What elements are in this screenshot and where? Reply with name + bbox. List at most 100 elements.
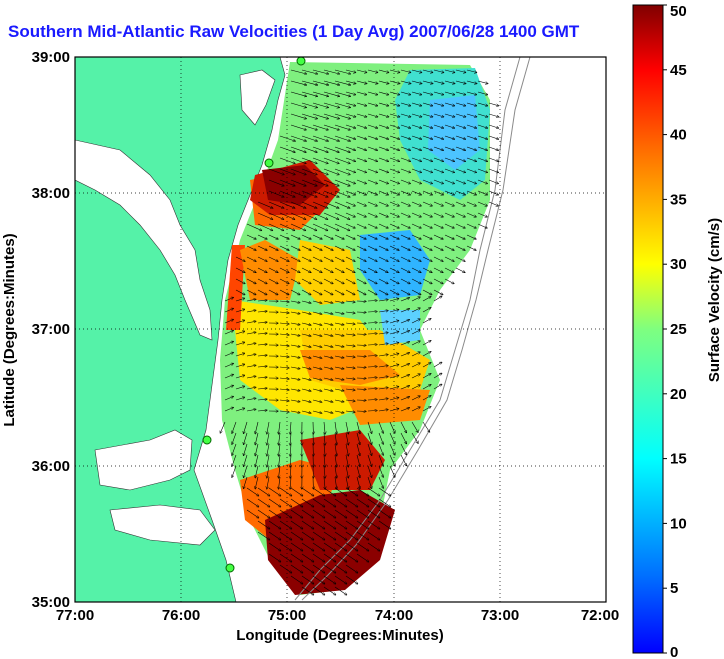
velocity-arrow (400, 190, 410, 195)
velocity-arrow (279, 531, 292, 540)
velocity-arrow (312, 267, 322, 273)
velocity-arrow (257, 300, 267, 301)
velocity-arrow (356, 124, 367, 128)
velocity-arrow (279, 378, 289, 379)
colorbar-tick-label: 30 (670, 256, 687, 273)
velocity-arrow (312, 135, 328, 141)
velocity-arrow (244, 454, 248, 467)
velocity-arrow (301, 498, 314, 507)
velocity-arrow (389, 190, 399, 195)
velocity-arrow (224, 298, 233, 302)
velocity-arrow (345, 179, 355, 184)
velocity-arrow (367, 411, 377, 412)
velocity-arrow (400, 135, 411, 139)
velocity-arrow (334, 102, 350, 108)
velocity-arrow (279, 245, 289, 250)
velocity-arrow (268, 223, 284, 231)
velocity-arrow (257, 509, 270, 518)
velocity-arrow (433, 296, 442, 302)
velocity-arrow (268, 278, 278, 284)
velocity-arrow (279, 509, 292, 518)
velocity-arrow (411, 396, 420, 401)
velocity-arrow (345, 564, 358, 573)
velocity-arrow (334, 212, 350, 219)
velocity-arrow (433, 234, 443, 239)
velocity-arrow (433, 157, 443, 161)
velocity-arrow (232, 421, 237, 433)
velocity-arrow (433, 102, 444, 106)
velocity-arrow (389, 201, 399, 206)
velocity-arrow (334, 465, 337, 478)
velocity-arrow (466, 179, 476, 184)
velocity-arrow (378, 366, 388, 368)
velocity-arrow (290, 212, 306, 219)
velocity-arrow (345, 509, 358, 518)
velocity-arrow (422, 91, 433, 95)
velocity-arrow (290, 245, 300, 250)
colorbar-tick-label: 25 (670, 321, 687, 338)
velocity-arrow (477, 91, 488, 95)
velocity-arrow (378, 487, 391, 496)
velocity-arrow (279, 432, 281, 445)
velocity-arrow (312, 388, 322, 391)
velocity-arrow (301, 553, 314, 562)
velocity-arrow (268, 487, 281, 496)
velocity-arrow (279, 389, 289, 390)
velocity-arrow (389, 267, 399, 273)
velocity-arrow (433, 135, 444, 139)
velocity-arrow (312, 179, 328, 186)
velocity-arrow (345, 345, 355, 346)
velocity-arrow (323, 190, 339, 197)
velocity-arrow (356, 476, 360, 489)
velocity-arrow (367, 146, 377, 150)
velocity-arrow (323, 410, 333, 413)
velocity-arrow (301, 542, 314, 551)
velocity-arrow (367, 301, 377, 302)
velocity-arrow (422, 363, 431, 368)
velocity-arrow (422, 179, 432, 184)
velocity-arrow (257, 223, 273, 231)
velocity-arrow (411, 256, 421, 261)
x-axis-ticks: 77:00 76:00 75:00 74:00 73:00 72:00 (56, 607, 619, 624)
velocity-arrow (301, 531, 314, 540)
velocity-arrow (356, 113, 367, 117)
velocity-arrow (235, 289, 245, 295)
velocity-arrow (323, 487, 336, 496)
colorbar-tick-label: 15 (670, 451, 687, 468)
velocity-arrow (290, 124, 306, 130)
colorbar-tick-label: 20 (670, 386, 687, 403)
velocity-arrow (323, 322, 333, 325)
velocity-arrow (246, 289, 256, 295)
velocity-arrow (367, 256, 377, 261)
velocity-arrow (312, 102, 328, 108)
velocity-arrow (488, 190, 498, 195)
velocity-arrow (367, 91, 378, 95)
velocity-arrow (323, 586, 336, 595)
velocity-arrow (224, 408, 233, 412)
velocity-arrow (444, 91, 455, 95)
velocity-arrow (279, 212, 295, 219)
velocity-arrow (389, 146, 399, 150)
velocity-arrow (444, 278, 454, 284)
velocity-arrow (235, 256, 245, 261)
velocity-arrow (455, 113, 466, 117)
velocity-arrow (345, 487, 358, 496)
velocity-arrow (400, 212, 410, 217)
velocity-arrow (279, 542, 292, 551)
velocity-arrow (290, 553, 303, 562)
velocity-arrow (422, 223, 432, 228)
plot-frame (74, 56, 607, 603)
station-marker (202, 435, 212, 445)
velocity-arrow (356, 454, 360, 467)
velocity-arrow (279, 476, 281, 489)
velocity-arrow (400, 168, 410, 173)
velocity-arrow (290, 157, 306, 164)
velocity-arrow (477, 168, 487, 173)
velocity-arrow (367, 432, 372, 444)
velocity-arrow (345, 520, 358, 529)
velocity-arrow (235, 408, 245, 412)
velocity-arrow (257, 399, 267, 400)
velocity-arrow (356, 212, 366, 217)
velocity-arrow (389, 387, 399, 390)
velocity-arrow (312, 168, 328, 175)
